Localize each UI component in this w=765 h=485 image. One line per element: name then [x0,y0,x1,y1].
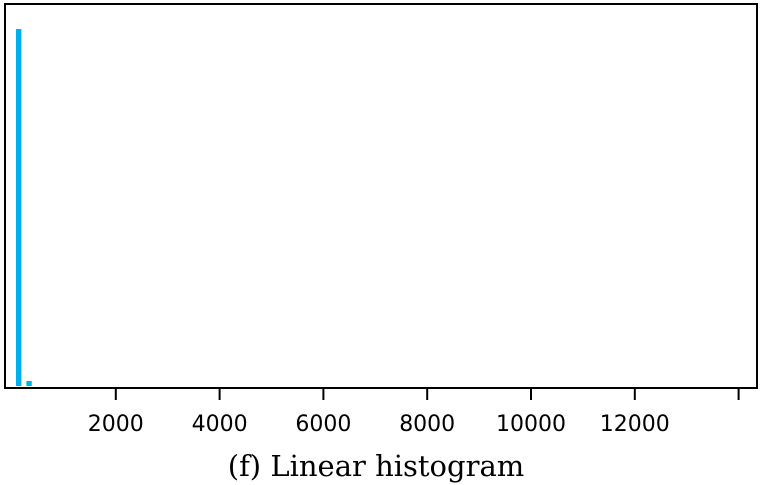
plot-frame [4,3,758,389]
x-axis-tick-label: 6000 [295,412,351,437]
histogram-bar [26,381,32,386]
x-axis-tick-labels: 2000 4000 6000 8000 10000 12000 [88,412,670,437]
histogram-bar [16,29,22,386]
x-axis-tick-label: 2000 [88,412,144,437]
x-axis-tick-label: 12000 [600,412,670,437]
x-axis-tick-label: 4000 [192,412,248,437]
x-axis-tick-label: 10000 [496,412,566,437]
x-axis-ticks [114,388,740,400]
chart-caption: (f) Linear histogram [228,449,525,483]
histogram-bars [16,29,32,386]
x-axis-tick-label: 8000 [399,412,455,437]
